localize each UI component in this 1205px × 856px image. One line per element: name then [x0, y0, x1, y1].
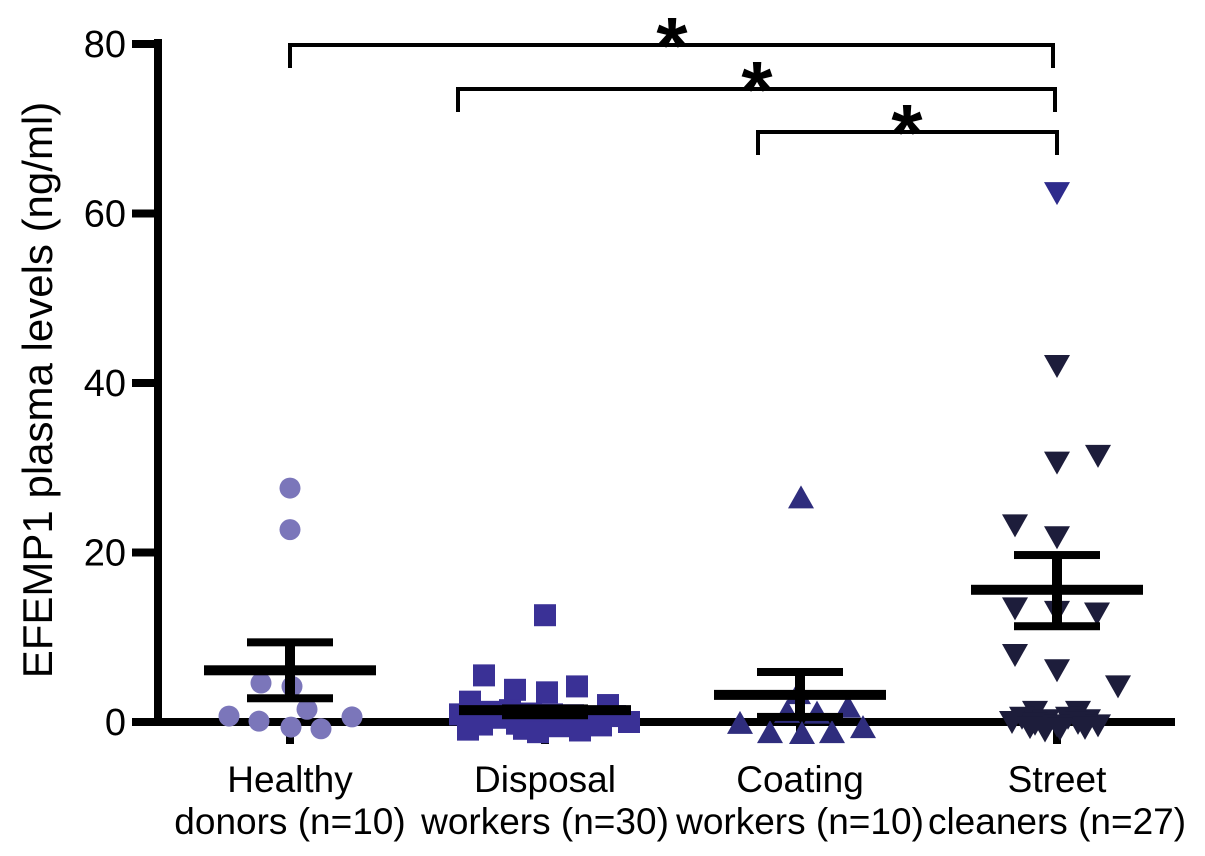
- data-point-street-cleaners: [1084, 602, 1110, 626]
- y-tick-label: 40: [84, 363, 126, 405]
- x-label-line2-street-cleaners: cleaners (n=27): [928, 801, 1186, 842]
- significance-star-0: *: [656, 1, 688, 90]
- data-point-disposal-workers: [590, 714, 612, 737]
- data-point-disposal-workers: [569, 719, 591, 742]
- data-point-healthy-donors: [310, 718, 332, 740]
- data-point-disposal-workers: [618, 711, 640, 733]
- error-cap-top-street-cleaners: [1014, 551, 1100, 560]
- data-point-street-cleaners: [1032, 719, 1058, 743]
- data-point-street-cleaners: [1002, 644, 1028, 668]
- x-label-line1-coating-workers: Coating: [736, 759, 864, 800]
- y-axis-line: [154, 39, 162, 726]
- data-point-coating-workers: [835, 694, 861, 718]
- data-point-street-cleaners: [1022, 700, 1048, 724]
- y-tick-label: 80: [84, 24, 126, 66]
- significance-star-1: *: [741, 45, 773, 134]
- data-point-coating-workers: [819, 720, 845, 744]
- data-point-street-cleaners: [1044, 451, 1070, 475]
- error-cap-bottom-healthy-donors: [247, 694, 333, 703]
- x-label-line2-disposal-workers: workers (n=30): [420, 801, 669, 842]
- data-point-street-cleaners: [1002, 514, 1028, 538]
- data-point-healthy-donors: [218, 705, 240, 727]
- significance-bracket-1: [456, 87, 1057, 112]
- data-point-healthy-donors: [280, 716, 302, 738]
- data-point-coating-workers: [788, 485, 814, 509]
- data-point-street-cleaners: [1072, 716, 1098, 740]
- data-point-healthy-donors: [279, 477, 301, 499]
- data-point-coating-workers: [789, 721, 815, 745]
- data-point-coating-workers: [757, 720, 783, 744]
- y-tick-label: 60: [84, 194, 126, 236]
- data-point-street-cleaners: [1105, 675, 1131, 699]
- significance-star-2: *: [891, 88, 923, 177]
- data-point-healthy-donors: [296, 698, 318, 720]
- y-tick: [132, 548, 154, 557]
- data-point-disposal-workers: [536, 681, 558, 704]
- mean-line-street-cleaners: [971, 584, 1143, 595]
- error-cap-bottom-disposal-workers: [502, 711, 588, 720]
- data-point-healthy-donors: [341, 706, 363, 728]
- data-point-healthy-donors: [279, 519, 301, 541]
- data-point-street-cleaners: [1044, 526, 1070, 550]
- error-cap-bottom-coating-workers: [757, 712, 843, 721]
- data-point-healthy-donors: [248, 710, 270, 732]
- y-tick-label: 20: [84, 533, 126, 575]
- x-label-line1-healthy-donors: Healthy: [227, 759, 353, 800]
- y-tick: [132, 40, 154, 48]
- y-tick: [132, 209, 154, 218]
- error-cap-top-healthy-donors: [247, 638, 333, 647]
- data-point-street-cleaners: [1002, 597, 1028, 621]
- mean-line-healthy-donors: [204, 665, 376, 676]
- y-tick-label: 0: [105, 702, 126, 744]
- data-point-disposal-workers: [457, 718, 479, 741]
- data-point-healthy-donors: [250, 672, 272, 694]
- data-point-coating-workers: [727, 710, 753, 734]
- y-tick: [132, 379, 154, 387]
- x-label-line2-coating-workers: workers (n=10): [675, 801, 924, 842]
- significance-bracket-2: [756, 130, 1059, 155]
- data-point-disposal-workers: [534, 604, 556, 627]
- data-point-street-cleaners: [1044, 659, 1070, 683]
- data-point-disposal-workers: [473, 664, 495, 687]
- significance-bracket-0: [288, 43, 1055, 68]
- y-tick: [132, 718, 154, 726]
- mean-line-disposal-workers: [459, 705, 631, 716]
- mean-line-coating-workers: [714, 689, 886, 700]
- x-label-line2-healthy-donors: donors (n=10): [174, 801, 405, 842]
- data-point-street-cleaners: [1044, 355, 1070, 379]
- data-point-disposal-workers: [527, 721, 549, 744]
- x-label-line1-disposal-workers: Disposal: [474, 759, 616, 800]
- data-point-disposal-workers: [566, 675, 588, 698]
- error-cap-bottom-street-cleaners: [1014, 622, 1100, 631]
- data-point-disposal-workers: [504, 678, 526, 701]
- error-cap-top-coating-workers: [757, 667, 843, 676]
- y-axis-title: EFEMP1 plasma levels (ng/ml): [14, 101, 61, 679]
- data-point-coating-workers: [850, 715, 876, 739]
- x-label-line1-street-cleaners: Street: [1008, 759, 1107, 800]
- data-point-street-cleaners: [1085, 444, 1111, 468]
- data-point-disposal-workers: [548, 715, 570, 738]
- data-point-street-cleaners: [1044, 182, 1070, 206]
- x-axis-line: [132, 718, 1175, 726]
